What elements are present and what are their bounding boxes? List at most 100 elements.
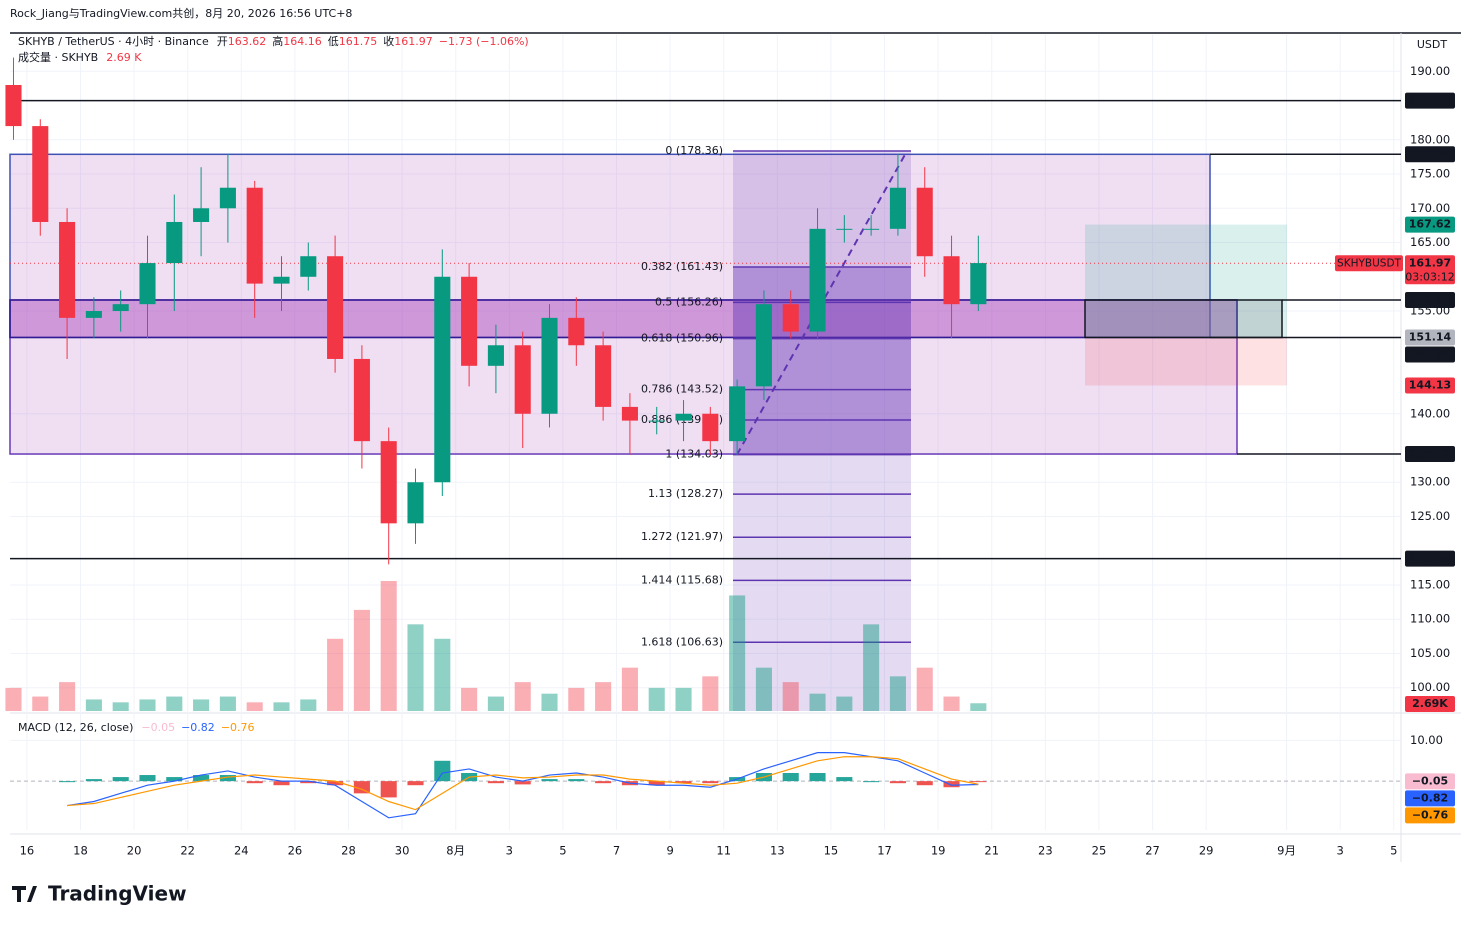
volume-bar — [300, 699, 317, 711]
macd-histogram — [889, 781, 906, 784]
price-tag — [1405, 146, 1455, 163]
candle-body — [139, 263, 156, 305]
volume-tag — [1405, 696, 1455, 712]
c-label: 收 — [383, 34, 394, 48]
macd-tag-text: −0.05 — [1412, 774, 1448, 787]
macd-histogram — [139, 775, 156, 782]
price-tag — [1405, 446, 1455, 463]
volume-bar — [702, 676, 719, 711]
price-tag — [1405, 377, 1455, 394]
price-tag-text: 161.97 — [1409, 256, 1451, 269]
macd-histogram — [782, 773, 799, 782]
logo: TradingView — [12, 882, 187, 906]
fib-label: 1.13 (128.27) — [648, 487, 723, 500]
l-label: 低 — [328, 35, 339, 48]
volume-bar — [568, 687, 585, 711]
macd-histogram — [487, 781, 504, 784]
macd-title: MACD (12, 26, close) — [18, 721, 133, 734]
zone-lower — [9, 299, 1238, 455]
candle-body — [166, 221, 183, 264]
h-label: 高 — [272, 34, 283, 48]
x-tick-label: 3 — [1336, 844, 1343, 858]
price-tag-text: 151.09 — [1409, 347, 1451, 360]
volume-bar — [970, 703, 987, 711]
fib-label: 0.618 (150.96) — [641, 332, 723, 345]
macd-hist-value: −0.05 — [141, 721, 175, 734]
volume-bar — [32, 696, 49, 711]
y-tick-label: 175.00 — [1410, 167, 1450, 181]
fib-label: 1.618 (106.63) — [641, 635, 723, 648]
candle-body — [487, 345, 504, 366]
symbol-tag-text: SKHYBUSDT — [1337, 257, 1401, 269]
o-label: 开 — [217, 35, 228, 48]
price-tag-text: 118.85 — [1409, 552, 1451, 565]
x-tick-label: 8月 — [446, 844, 465, 858]
macd-histogram — [943, 781, 960, 788]
candle-body — [112, 304, 129, 312]
macd-tag — [1405, 773, 1455, 790]
price-tag-text: 185.71 — [1409, 94, 1451, 107]
macd-histogram — [112, 777, 129, 782]
candle-body — [246, 187, 263, 284]
zone-core — [9, 299, 1238, 339]
zone-upper — [9, 153, 1211, 339]
x-tick-label: 19 — [931, 844, 946, 858]
macd-line — [66, 752, 979, 819]
macd-tag-text: −0.76 — [1412, 808, 1449, 821]
price-tag-text: 134.12 — [1409, 447, 1451, 460]
volume-bar — [166, 696, 183, 711]
candle-body — [782, 304, 799, 332]
macd-histogram — [353, 781, 370, 794]
y-tick-label: 125.00 — [1410, 509, 1450, 523]
volume-bar — [59, 682, 76, 711]
x-tick-label: 18 — [73, 844, 88, 858]
y-tick-label: 180.00 — [1410, 132, 1450, 146]
x-tick-label: 9 — [666, 844, 673, 858]
price-tag — [1405, 92, 1455, 109]
macd-histogram — [648, 781, 665, 786]
x-tick-label: 25 — [1092, 844, 1107, 858]
target-zone — [1085, 224, 1287, 338]
symbol: SKHYB / TetherUS · 4小时 · Binance — [18, 35, 209, 48]
macd-tag-text: −0.82 — [1412, 791, 1448, 804]
volume-bar — [434, 638, 451, 711]
volume-bar — [809, 693, 826, 711]
volume-title: 成交量 · SKHYB — [18, 50, 98, 64]
volume-bar — [755, 667, 772, 711]
x-tick-label: 30 — [395, 844, 410, 858]
volume-bar — [675, 687, 692, 711]
x-tick-label: 17 — [877, 844, 892, 858]
candle-body — [916, 187, 933, 257]
candle-body — [380, 441, 397, 524]
y-tick-label: 105.00 — [1410, 646, 1450, 660]
volume-bar — [487, 696, 504, 711]
volume-bar — [219, 696, 236, 711]
volume-bar — [273, 702, 290, 711]
price-tag — [1405, 291, 1455, 308]
volume-bar — [380, 581, 397, 711]
macd-histogram — [541, 779, 558, 782]
volume-bar — [193, 699, 210, 711]
candle-body — [461, 276, 478, 366]
macd-histogram — [675, 781, 692, 784]
change: −1.73 (−1.06%) — [439, 35, 529, 48]
y-tick-label: 115.00 — [1410, 577, 1450, 591]
x-tick-label: 16 — [20, 844, 35, 858]
x-tick-label: 22 — [180, 844, 195, 858]
fib-label: 1.272 (121.97) — [641, 530, 723, 543]
macd-value: −0.82 — [181, 721, 215, 734]
x-tick-label: 15 — [824, 844, 839, 858]
fib-label: 1.414 (115.68) — [641, 573, 723, 586]
volume-bar — [889, 676, 906, 711]
candle-body — [541, 317, 558, 414]
macd-histogram — [380, 781, 397, 798]
x-tick-label: 26 — [288, 844, 303, 858]
volume-legend: 成交量 · SKHYB 2.69 K — [18, 50, 142, 64]
candle-body — [943, 256, 960, 305]
macd-histogram — [85, 779, 102, 782]
macd-histogram — [702, 781, 719, 784]
x-tick-label: 28 — [341, 844, 356, 858]
volume-bar — [85, 699, 102, 711]
volume-bar — [782, 682, 799, 711]
